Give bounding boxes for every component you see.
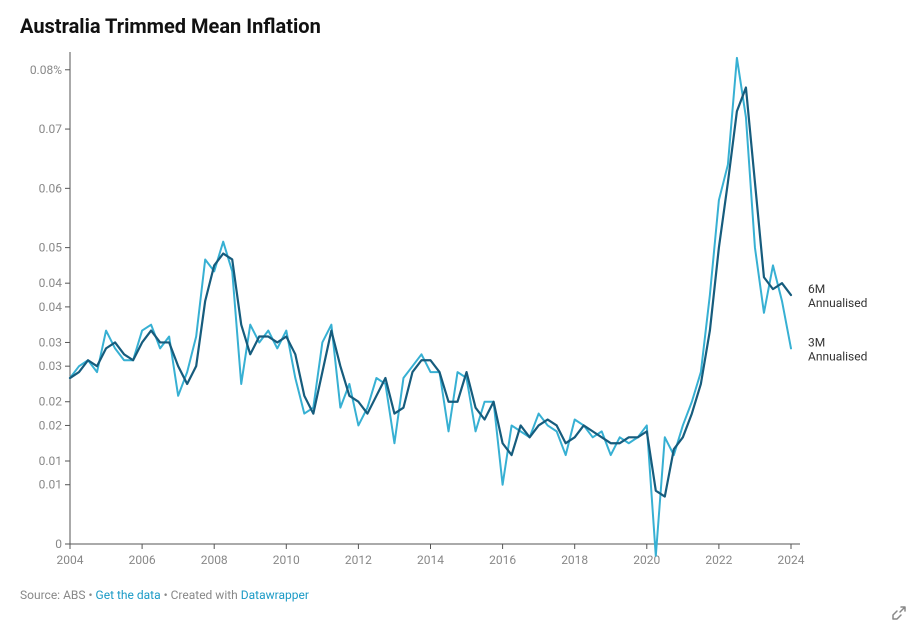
y-tick-label: 0 bbox=[55, 537, 62, 551]
series-label-3m: 3M bbox=[808, 335, 825, 349]
page: Australia Trimmed Mean Inflation 0 0.01 0.… bbox=[0, 0, 915, 627]
x-tick-label: 2022 bbox=[705, 553, 732, 567]
series-label-3m-sub: Annualised bbox=[808, 349, 867, 363]
footer-sep-1: • bbox=[86, 588, 96, 602]
y-tick-label: 0.02 bbox=[39, 418, 63, 432]
y-tick-label: 0.04 bbox=[39, 276, 63, 290]
footer-sep-2: • bbox=[161, 588, 171, 602]
chart-footer: Source: ABS • Get the data • Created wit… bbox=[20, 588, 895, 602]
y-tick-label: 0.03 bbox=[39, 359, 62, 373]
source-prefix: Source: bbox=[20, 588, 63, 602]
y-tick-label: 0.02 bbox=[39, 395, 63, 409]
x-tick-label: 2024 bbox=[777, 553, 804, 567]
y-tick-label: 0.01 bbox=[39, 478, 62, 492]
x-tick-label: 2004 bbox=[57, 553, 84, 567]
x-tick-label: 2018 bbox=[561, 553, 588, 567]
chart-area: 0 0.01 0.01 0.02 0.02 0.03 0.03 0.04 0.04 0.05 0.0… bbox=[20, 42, 895, 582]
line-chart: 0 0.01 0.01 0.02 0.02 0.03 0.03 0.04 0.04 0.05 0.0… bbox=[20, 42, 895, 582]
series-label-6m: 6M bbox=[808, 282, 825, 296]
created-with: Created with bbox=[171, 588, 241, 602]
y-tick-label: 0.01 bbox=[39, 454, 62, 468]
x-tick-label: 2010 bbox=[273, 553, 300, 567]
y-tick-label: 0.08% bbox=[30, 63, 62, 77]
get-data-link[interactable]: Get the data bbox=[96, 588, 161, 602]
series-label-6m-sub: Annualised bbox=[808, 296, 867, 310]
datawrapper-link[interactable]: Datawrapper bbox=[241, 588, 309, 602]
source-name: ABS bbox=[63, 588, 85, 602]
x-tick-label: 2008 bbox=[201, 553, 228, 567]
embed-icon[interactable] bbox=[891, 605, 907, 621]
y-tick-label: 0.04 bbox=[39, 300, 63, 314]
x-tick-label: 2012 bbox=[345, 553, 372, 567]
y-tick-label: 0.05 bbox=[39, 241, 63, 255]
y-tick-label: 0.03 bbox=[39, 335, 62, 349]
x-tick-label: 2014 bbox=[417, 553, 444, 567]
x-tick-label: 2016 bbox=[489, 553, 516, 567]
x-tick-label: 2006 bbox=[129, 553, 156, 567]
y-tick-label: 0.06 bbox=[39, 181, 63, 195]
chart-title: Australia Trimmed Mean Inflation bbox=[20, 14, 895, 38]
y-tick-label: 0.07 bbox=[39, 122, 63, 136]
